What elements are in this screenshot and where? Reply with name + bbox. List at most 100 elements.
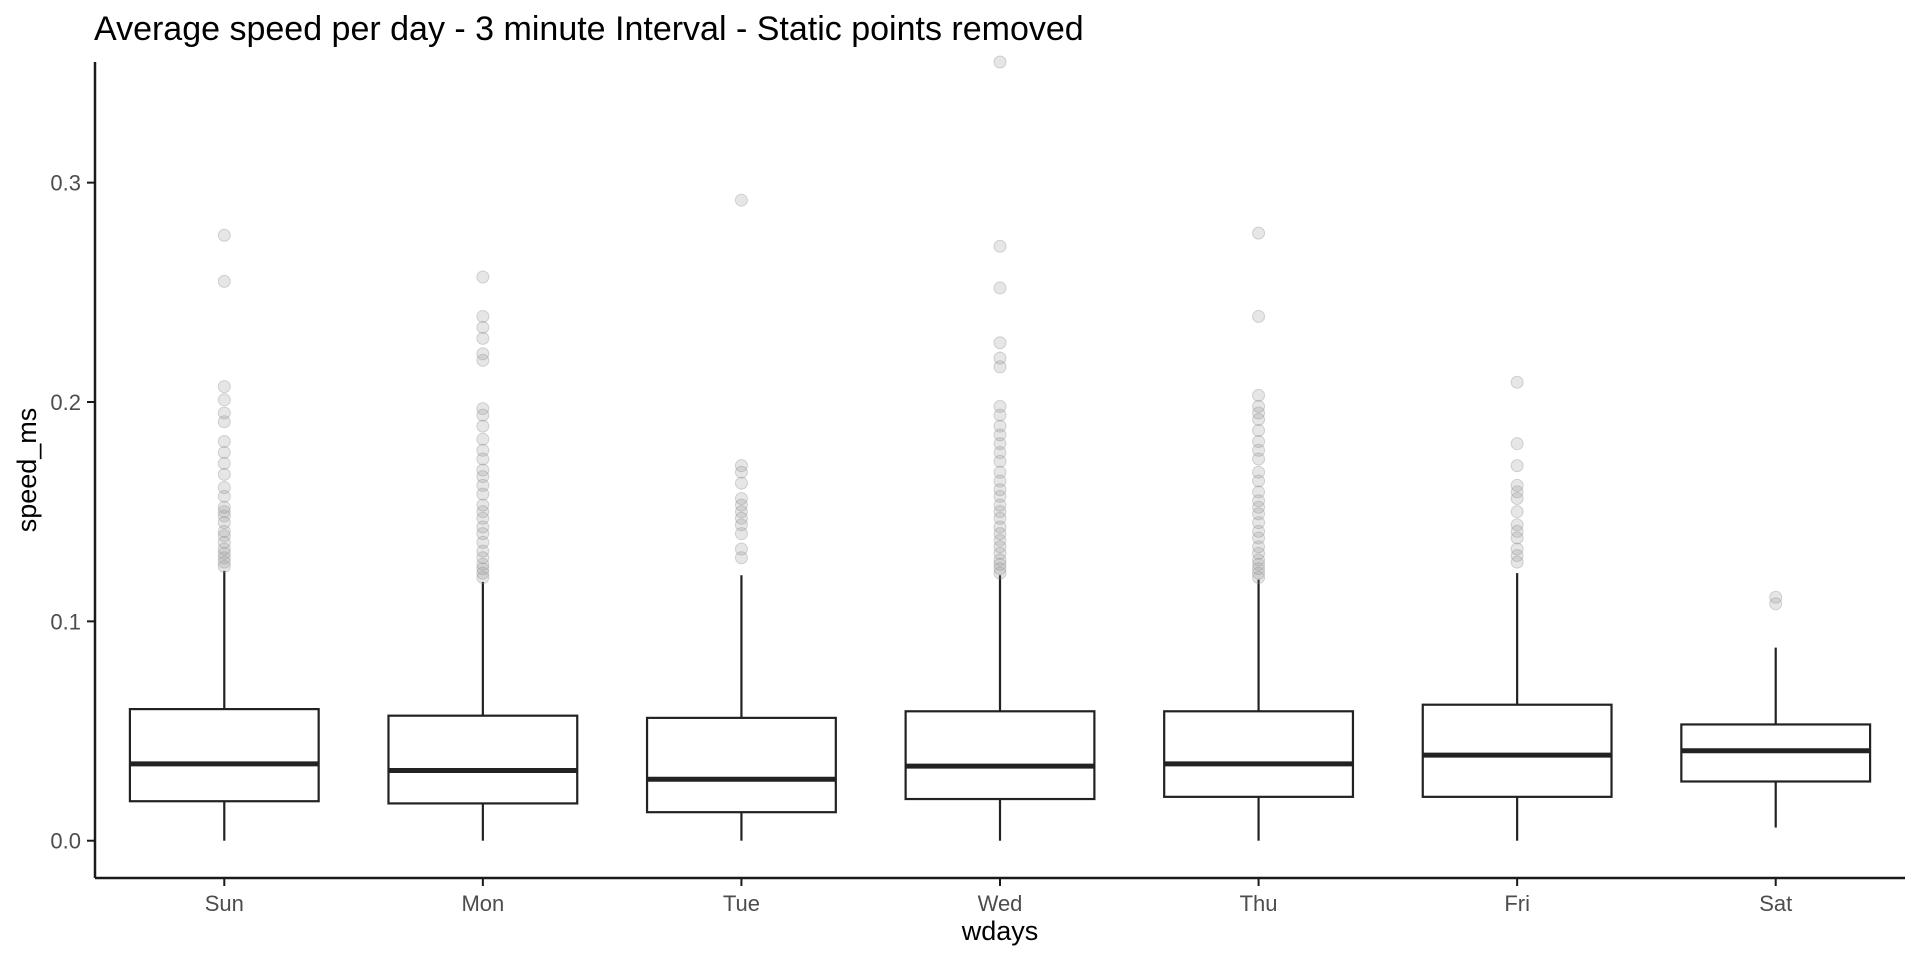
y-axis-title: speed_ms <box>12 408 42 533</box>
x-tick-label: Wed <box>978 891 1023 916</box>
outlier-point <box>476 452 490 466</box>
outlier-point <box>476 505 490 519</box>
outlier-point <box>993 428 1007 442</box>
outlier-point <box>993 505 1007 519</box>
outlier-point <box>993 527 1007 541</box>
outlier-point <box>1252 399 1266 413</box>
x-tick-label: Sat <box>1759 891 1792 916</box>
outlier-point <box>1252 494 1266 508</box>
outlier-point <box>217 445 231 459</box>
outlier-point <box>993 474 1007 488</box>
outlier-point <box>993 281 1007 295</box>
outlier-point <box>476 270 490 284</box>
outlier-point <box>476 463 490 477</box>
outlier-point <box>1510 478 1524 492</box>
outlier-point <box>217 228 231 242</box>
x-axis-ticks: Sun Mon Tue Wed Thu Fri Sat <box>205 878 1792 916</box>
outlier-point <box>1252 540 1266 554</box>
outlier-point <box>476 570 490 584</box>
outlier-point <box>1252 524 1266 538</box>
box-group-thu <box>1163 226 1355 841</box>
plot-area <box>128 55 1872 841</box>
outlier-point <box>1252 553 1266 567</box>
outlier-point <box>734 459 748 473</box>
box <box>645 716 837 814</box>
outlier-point <box>993 540 1007 554</box>
outlier-point <box>476 520 490 534</box>
box-group-mon <box>387 270 579 841</box>
outlier-point <box>476 566 490 580</box>
outlier-point <box>1252 413 1266 427</box>
outlier-point <box>993 511 1007 525</box>
outlier-point <box>1252 566 1266 580</box>
outlier-point <box>1252 570 1266 584</box>
outlier-point <box>1510 518 1524 532</box>
outlier-point <box>993 419 1007 433</box>
outlier-point <box>993 465 1007 479</box>
outlier-point <box>734 551 748 565</box>
box-group-tue <box>645 193 837 841</box>
x-axis-title: wdays <box>961 916 1039 946</box>
outlier-point <box>993 336 1007 350</box>
outlier-point <box>476 402 490 416</box>
outlier-point <box>1510 375 1524 389</box>
outlier-point <box>1769 590 1783 604</box>
outlier-point <box>1252 507 1266 521</box>
outlier-point <box>217 489 231 503</box>
outlier-point <box>217 509 231 523</box>
outlier-point <box>217 500 231 514</box>
y-tick-label: 0.1 <box>50 609 81 634</box>
outlier-point <box>734 498 748 512</box>
outlier-point <box>476 551 490 565</box>
outlier-point <box>734 476 748 490</box>
outlier-point <box>993 445 1007 459</box>
outlier-point <box>217 456 231 470</box>
box <box>128 707 320 803</box>
outlier-point <box>217 481 231 495</box>
outlier-point <box>993 399 1007 413</box>
outlier-point <box>734 518 748 532</box>
outlier-point <box>993 351 1007 365</box>
outlier-point <box>1252 434 1266 448</box>
outlier-point <box>1769 597 1783 611</box>
outlier-point <box>217 551 231 565</box>
outlier-point <box>476 320 490 334</box>
outlier-point <box>217 434 231 448</box>
y-axis-ticks: 0.0 0.1 0.2 0.3 <box>50 171 95 854</box>
outlier-point <box>476 419 490 433</box>
box <box>387 714 579 805</box>
outlier-point <box>1510 492 1524 506</box>
outlier-point <box>1252 443 1266 457</box>
outlier-point <box>217 505 231 519</box>
outlier-point <box>734 465 748 479</box>
outlier-point <box>476 309 490 323</box>
outlier-point <box>217 393 231 407</box>
outlier-point <box>217 524 231 538</box>
outlier-point <box>217 546 231 560</box>
x-tick-label: Fri <box>1504 891 1530 916</box>
outlier-point <box>993 533 1007 547</box>
outlier-point <box>476 408 490 422</box>
box-group-wed <box>904 55 1096 841</box>
outlier-point <box>1252 452 1266 466</box>
box-group-fri <box>1421 375 1613 841</box>
outlier-point <box>993 360 1007 374</box>
outlier-point <box>476 562 490 576</box>
outlier-point <box>1252 562 1266 576</box>
outlier-point <box>734 527 748 541</box>
outlier-point <box>217 415 231 429</box>
box-group-sun <box>128 228 320 841</box>
box <box>1163 710 1355 798</box>
outlier-point <box>993 489 1007 503</box>
outlier-point <box>734 193 748 207</box>
outlier-point <box>476 478 490 492</box>
outlier-point <box>1252 500 1266 514</box>
outlier-point <box>993 553 1007 567</box>
outlier-point <box>1252 309 1266 323</box>
outlier-point <box>476 347 490 361</box>
outlier-point <box>1510 459 1524 473</box>
outlier-point <box>476 544 490 558</box>
outlier-point <box>217 380 231 394</box>
outlier-point <box>1510 531 1524 545</box>
x-tick-label: Tue <box>723 891 760 916</box>
